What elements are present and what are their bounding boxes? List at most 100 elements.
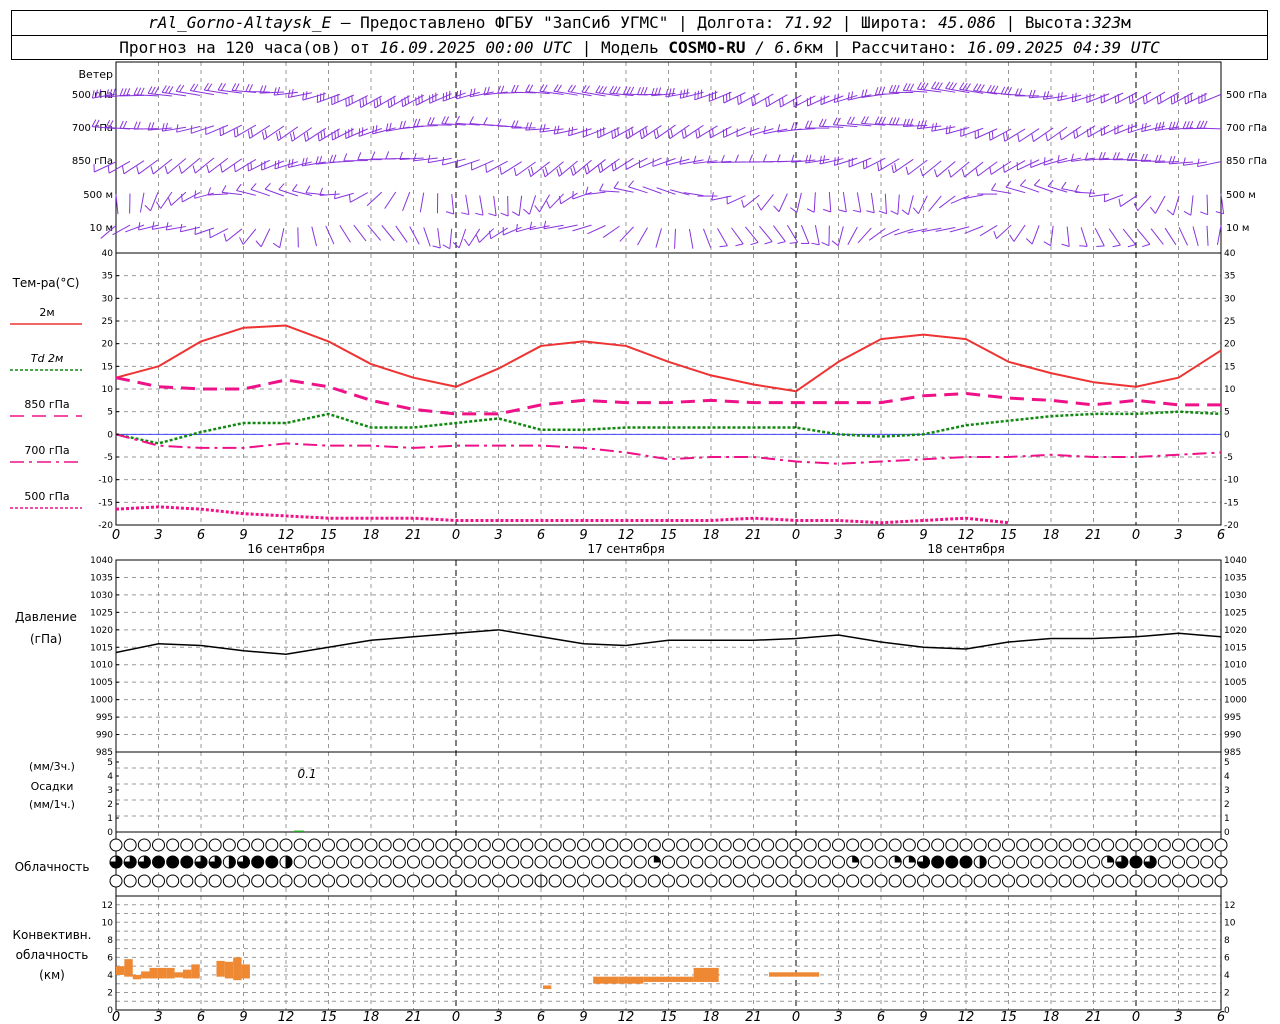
wind-barb-flag bbox=[147, 122, 151, 131]
convective-bar bbox=[132, 974, 142, 980]
wind-barb-shaft bbox=[209, 228, 229, 239]
cloud-circle-middle bbox=[421, 855, 435, 869]
wind-barb-flag bbox=[1057, 92, 1060, 101]
wind-barb bbox=[456, 159, 480, 168]
wind-barb-shaft bbox=[602, 225, 620, 238]
wind-barb-shaft bbox=[1114, 124, 1138, 135]
wind-barb-flag bbox=[385, 151, 390, 160]
wind-barb-shaft bbox=[820, 95, 844, 106]
wind-barb bbox=[175, 84, 201, 96]
wind-barb bbox=[1150, 228, 1164, 245]
wind-barb-flag bbox=[147, 86, 153, 94]
cloud-circle-lower bbox=[1016, 874, 1030, 888]
wind-barb-flag bbox=[1185, 121, 1190, 129]
hour-label-top: 18 bbox=[703, 528, 720, 543]
wind-barb-flag bbox=[595, 85, 601, 93]
wind-barb-flag bbox=[892, 117, 897, 126]
wind-barb bbox=[800, 224, 810, 245]
wind-barb-flag bbox=[654, 87, 658, 96]
cloud-fill-middle bbox=[908, 855, 916, 863]
wind-barb bbox=[860, 116, 886, 126]
wind-barb-shaft bbox=[204, 89, 228, 95]
wind-barb-shaft bbox=[358, 127, 382, 137]
wind-barb-shaft bbox=[752, 93, 774, 107]
pressure-line bbox=[115, 629, 1222, 656]
wind-barb-flag bbox=[585, 186, 589, 195]
wind-barb-flag bbox=[989, 166, 992, 175]
wind-barb bbox=[667, 124, 690, 140]
wind-barb bbox=[181, 192, 201, 203]
wind-barb bbox=[613, 181, 634, 193]
wind-barb-flag bbox=[179, 84, 185, 93]
wind-barb-flag bbox=[488, 230, 492, 239]
cloud-circle-lower bbox=[152, 874, 165, 888]
precip-title: Осадки bbox=[31, 780, 74, 793]
wind-barb bbox=[91, 89, 117, 99]
wind-barb bbox=[988, 128, 1012, 141]
wind-barb-flag bbox=[452, 242, 460, 249]
cloud-circle-lower bbox=[917, 874, 930, 888]
wind-barb-flag bbox=[250, 128, 253, 137]
cloud-circle-upper bbox=[548, 838, 562, 852]
wind-barb-shaft bbox=[437, 228, 441, 249]
wind-barb bbox=[1108, 228, 1121, 248]
wind-barb-flag bbox=[415, 97, 417, 106]
cloud-circle-upper bbox=[732, 838, 746, 852]
wind-barb-flag bbox=[763, 125, 766, 134]
wind-barb bbox=[176, 124, 201, 133]
wind-barb bbox=[1192, 226, 1199, 246]
wind-barb-shaft bbox=[680, 91, 704, 99]
wind-barb-shaft bbox=[938, 195, 956, 209]
wind-barb-shaft bbox=[1144, 91, 1166, 105]
wind-barb-flag bbox=[514, 120, 519, 129]
wind-barb bbox=[751, 93, 774, 107]
wind-barb-flag bbox=[193, 84, 199, 92]
temp-axis-tick-right: -10 bbox=[1224, 476, 1239, 486]
wind-barb bbox=[832, 117, 858, 128]
hour-label-top: 3 bbox=[494, 528, 502, 543]
wind-barb-flag bbox=[375, 125, 378, 134]
wind-barb-flag bbox=[586, 164, 590, 173]
wind-barb-flag bbox=[303, 133, 307, 142]
station-name: rAl_Gorno-Altaysk_E bbox=[148, 13, 332, 32]
wind-barb-flag bbox=[612, 86, 618, 94]
wind-barb-shaft bbox=[1120, 194, 1138, 207]
cloud-circle-lower bbox=[336, 874, 350, 888]
wind-barb-shaft bbox=[123, 160, 145, 175]
cloud-circle-upper bbox=[846, 838, 860, 852]
wind-barb-shaft bbox=[642, 186, 662, 194]
wind-barb-flag bbox=[1098, 152, 1103, 160]
wind-barb bbox=[206, 157, 229, 174]
wind-barb-flag bbox=[291, 158, 294, 167]
cloud-circle-lower bbox=[647, 874, 661, 888]
wind-barb bbox=[136, 159, 159, 175]
convective-bar bbox=[157, 967, 167, 979]
wind-barb-shaft bbox=[525, 91, 550, 95]
wind-barb-shaft bbox=[409, 226, 420, 245]
wind-barb-shaft bbox=[894, 228, 914, 236]
wind-barb-shaft bbox=[848, 157, 872, 168]
wind-barb bbox=[901, 195, 914, 216]
wind-barb-flag bbox=[790, 207, 798, 213]
wind-barb-shaft bbox=[800, 224, 810, 244]
wind-barb bbox=[779, 94, 802, 108]
wind-barb bbox=[345, 95, 368, 107]
wind-barb-shaft bbox=[847, 94, 872, 101]
wind-barb bbox=[637, 227, 648, 246]
hour-label-top: 0 bbox=[112, 528, 120, 543]
wind-barb-flag bbox=[456, 159, 459, 168]
wind-barb bbox=[107, 160, 131, 174]
wind-barb-shaft bbox=[666, 158, 690, 166]
wind-barb-flag bbox=[319, 187, 323, 196]
wind-barb-flag bbox=[850, 116, 855, 125]
wind-barb-flag bbox=[287, 89, 291, 98]
cloud-circle-lower bbox=[350, 874, 364, 888]
wind-barb-flag bbox=[136, 87, 142, 96]
wind-barb-flag bbox=[287, 159, 291, 168]
cloud-circle-upper bbox=[1101, 838, 1115, 852]
wind-barb bbox=[179, 223, 201, 233]
wind-level-500m: 500 м bbox=[83, 190, 113, 201]
cloud-circle-lower bbox=[208, 874, 222, 888]
wind-barb-flag bbox=[1183, 210, 1192, 216]
wind-barb bbox=[1086, 124, 1110, 138]
